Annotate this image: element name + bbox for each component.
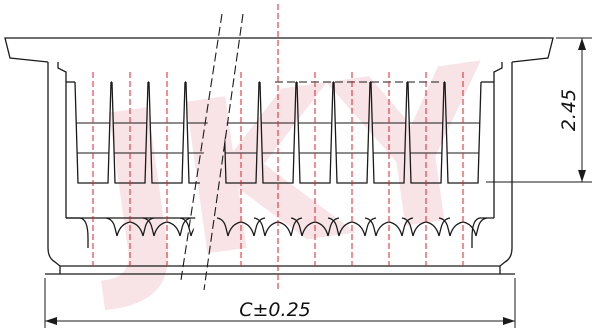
contact-foot: [216, 217, 266, 237]
watermark-logo: JKY: [72, 19, 510, 318]
inner-left-wall: [57, 62, 67, 218]
contact-foot: [142, 217, 192, 237]
contact-foot: [327, 217, 377, 237]
contact-foot: [105, 217, 155, 237]
contact-base-profile: [66, 217, 89, 248]
height-dimension: 2.45: [486, 37, 592, 183]
housing-right-wall: [499, 62, 513, 274]
contact-foot: [364, 217, 414, 237]
width-dimension: C±0.25: [44, 278, 516, 328]
contact-base-profile: [471, 217, 494, 248]
housing-left-wall: [47, 62, 61, 274]
inner-right-wall: [493, 62, 503, 218]
width-dimension-label: C±0.25: [239, 299, 311, 321]
break-lines: [180, 13, 244, 291]
contact-slot: [259, 81, 297, 184]
watermark-text: JKY: [72, 19, 510, 318]
pin-centerlines: [92, 4, 464, 290]
contact-foot: [401, 217, 451, 237]
contact-foot: [290, 217, 340, 237]
height-dimension-label: 2.45: [558, 89, 580, 131]
top-flange: [4, 37, 554, 63]
contact-foot: [438, 217, 488, 237]
